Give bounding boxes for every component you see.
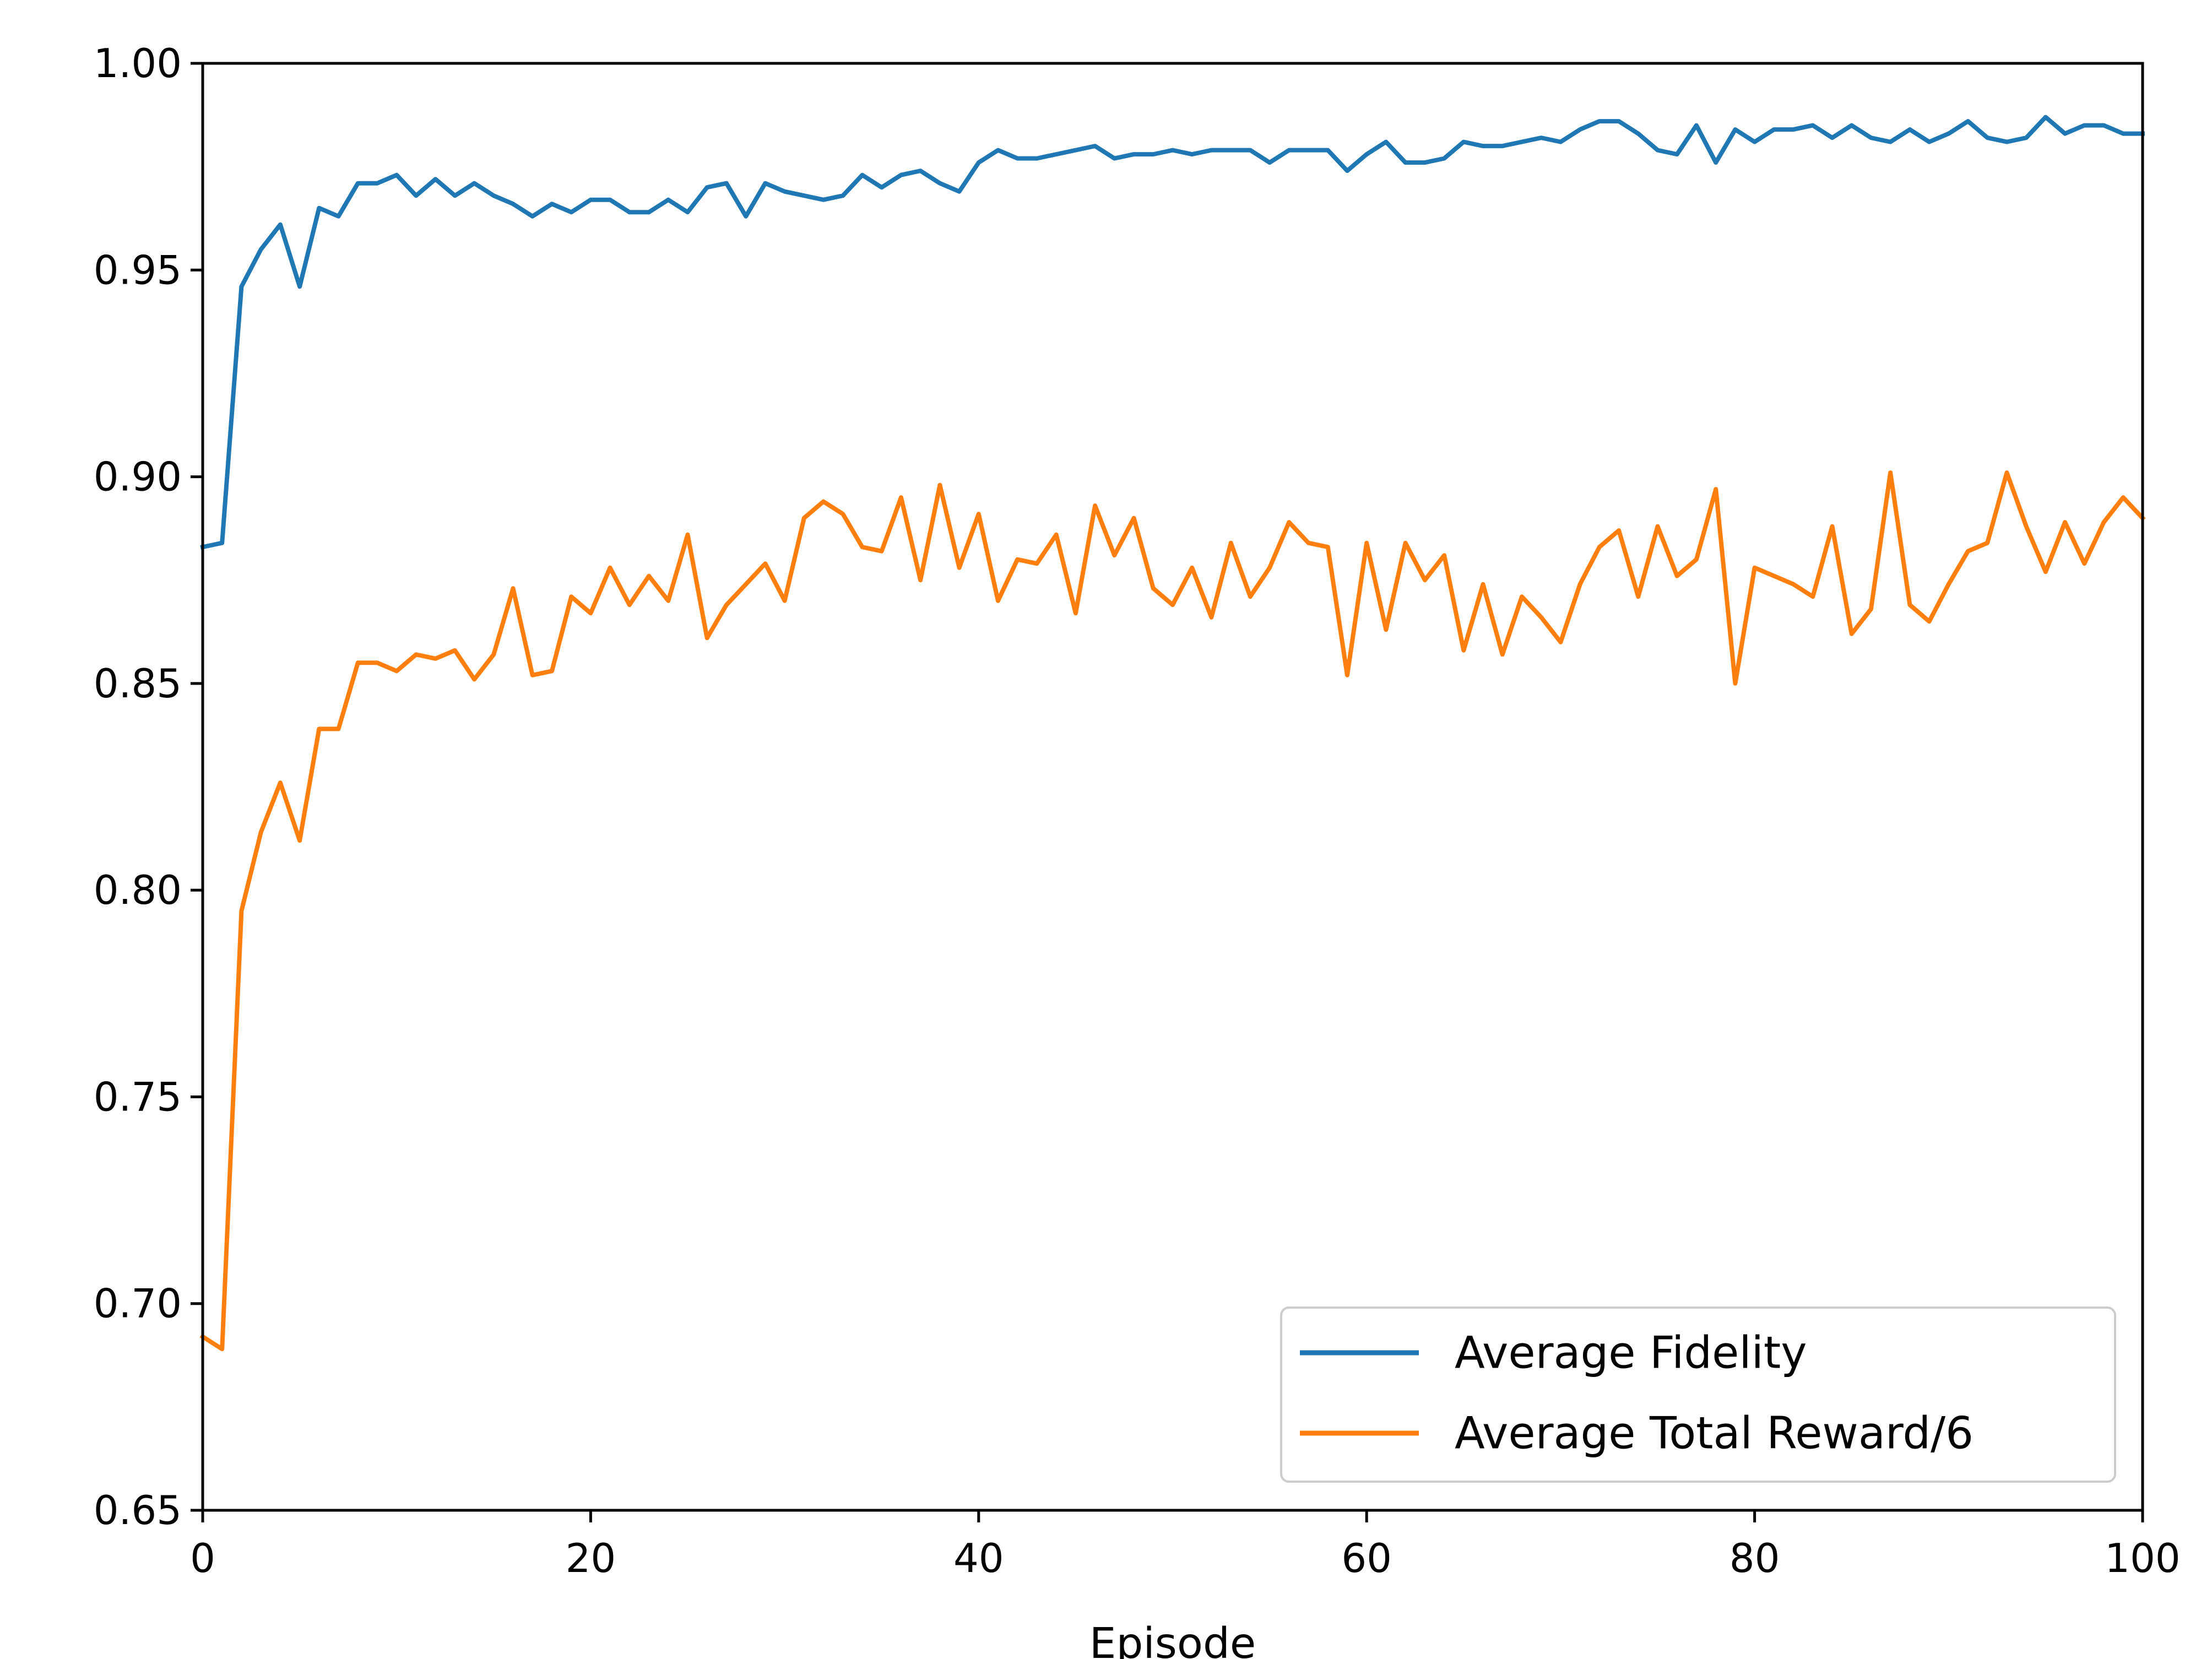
x-tick-label: 20 xyxy=(566,1535,616,1581)
series-layer xyxy=(199,115,2146,1352)
series-line-average-fidelity xyxy=(200,115,2145,550)
x-tick-label: 40 xyxy=(953,1535,1004,1581)
y-tick-label: 1.00 xyxy=(94,40,182,86)
y-tick-label: 0.85 xyxy=(94,660,182,707)
legend-box xyxy=(1280,1306,2116,1483)
series-average-fidelity xyxy=(200,115,2145,550)
y-tick-label: 0.80 xyxy=(94,867,182,913)
legend-label-average-total-reward: Average Total Reward/6 xyxy=(1455,1408,1974,1459)
x-tick-label: 0 xyxy=(190,1535,215,1581)
legend: Average Fidelity Average Total Reward/6 xyxy=(1280,1306,2116,1483)
series-average-total-reward-6 xyxy=(199,470,2146,1352)
series-line-average-total-reward-6 xyxy=(199,470,2146,1352)
x-tick-label: 80 xyxy=(1730,1535,1780,1581)
x-tick-label: 100 xyxy=(2105,1535,2180,1581)
y-tick-label: 0.95 xyxy=(94,247,182,293)
axes-frame xyxy=(201,62,2144,1512)
ticks-layer: 0 20 40 60 80 100 0.65 0.70 0.75 0.80 0.85 0.90 0.95… xyxy=(94,40,2181,1581)
x-tick-label: 60 xyxy=(1341,1535,1392,1581)
x-axis-label: Episode xyxy=(1089,1619,1256,1659)
legend-label-average-fidelity: Average Fidelity xyxy=(1455,1327,1807,1379)
y-tick-label: 0.75 xyxy=(94,1074,182,1120)
y-tick-label: 0.70 xyxy=(94,1281,182,1327)
y-tick-label: 0.65 xyxy=(94,1487,182,1533)
y-tick-label: 0.90 xyxy=(94,454,182,500)
